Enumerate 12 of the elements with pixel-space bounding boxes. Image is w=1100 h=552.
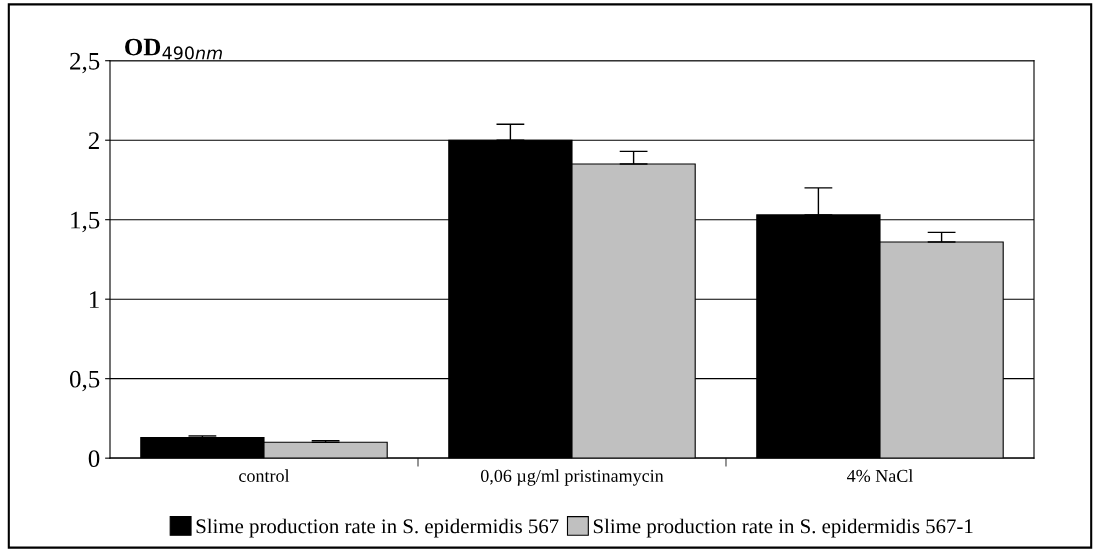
x-tick-label: 0,06 µg/ml pristinamycin xyxy=(480,469,664,486)
legend-label: Slime production rate in S. epidermidis 567 xyxy=(196,518,559,538)
x-tick-label: control xyxy=(239,469,290,482)
x-tick-label: 4% NaCl xyxy=(847,469,913,483)
y-tick-label: 0 xyxy=(88,450,100,468)
legend-label: Slime production rate in S. epidermidis 567-1 xyxy=(593,518,973,538)
y-tick-label: 2,5 xyxy=(70,52,100,74)
y-tick-label: 2 xyxy=(88,132,99,149)
y-tick-label: 1 xyxy=(89,291,99,308)
y-tick-label: 1,5 xyxy=(71,211,100,233)
y-axis-title: OD$_{490nm}$ xyxy=(125,38,222,60)
y-tick-label: 0,5 xyxy=(69,370,100,392)
